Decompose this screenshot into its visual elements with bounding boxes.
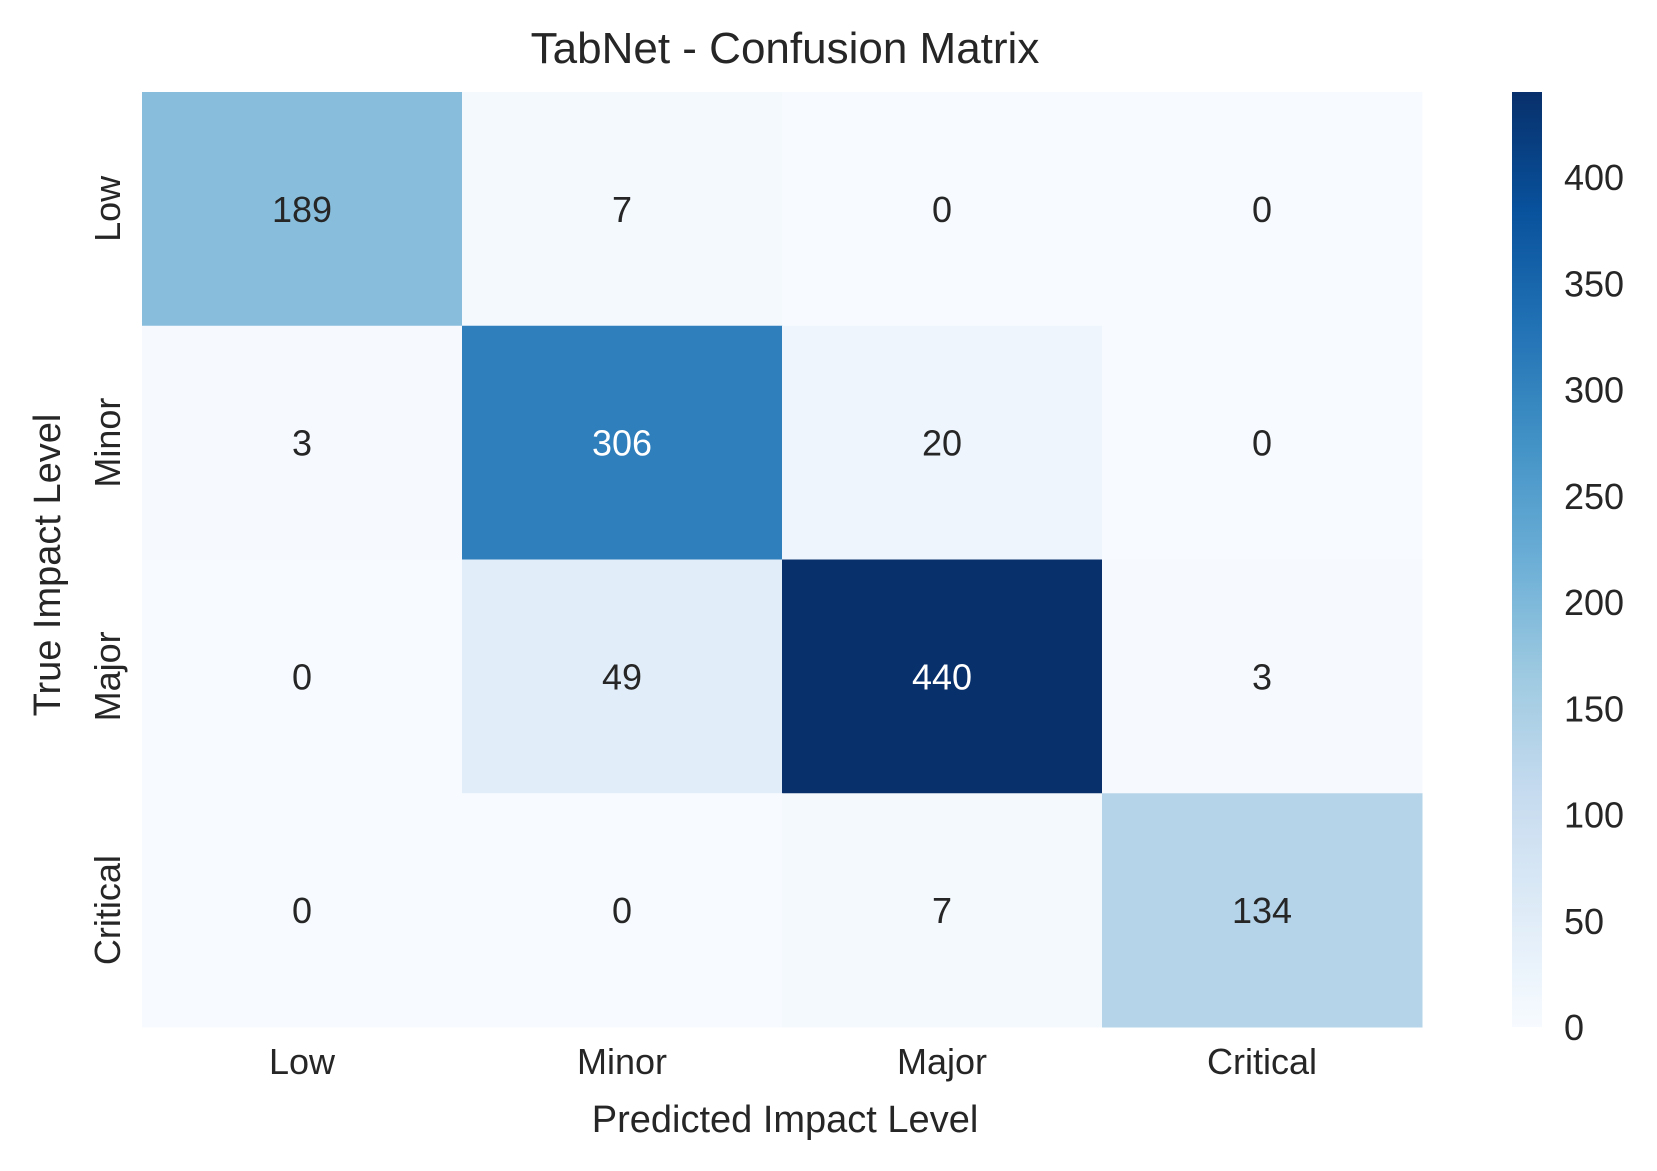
cell-value-label: 0 xyxy=(292,890,312,931)
cell-value-label: 0 xyxy=(612,890,632,931)
y-tick-labels: Low Minor Major Critical xyxy=(87,175,128,965)
colorbar xyxy=(1512,92,1542,1027)
heatmap-cell xyxy=(1102,559,1423,794)
cell-value-label: 3 xyxy=(292,423,312,464)
colorbar-tick-label: 150 xyxy=(1564,688,1624,729)
cell-value-label: 0 xyxy=(292,656,312,697)
y-tick-label: Low xyxy=(87,175,128,242)
heatmap-cell xyxy=(142,793,463,1028)
x-tick-label: Major xyxy=(897,1041,987,1082)
cell-value-label: 0 xyxy=(1252,189,1272,230)
colorbar-tick-label: 100 xyxy=(1564,795,1624,836)
colorbar-tick-label: 0 xyxy=(1564,1007,1584,1048)
y-tick-label: Major xyxy=(87,631,128,721)
colorbar-tick-label: 300 xyxy=(1564,370,1624,411)
cell-value-label: 0 xyxy=(932,189,952,230)
heatmap-cell xyxy=(782,559,1103,794)
cell-value-label: 7 xyxy=(612,189,632,230)
heatmap-cell xyxy=(1102,793,1423,1028)
y-tick-label: Critical xyxy=(87,855,128,965)
x-axis-label: Predicted Impact Level xyxy=(592,1099,979,1141)
cell-value-label: 134 xyxy=(1232,890,1292,931)
colorbar-tick-label: 350 xyxy=(1564,263,1624,304)
chart-title: TabNet - Confusion Matrix xyxy=(531,24,1040,73)
heatmap-cell xyxy=(462,793,783,1028)
colorbar-tick-label: 50 xyxy=(1564,901,1604,942)
heatmap-cell xyxy=(142,92,463,327)
cell-value-label: 0 xyxy=(1252,423,1272,464)
cell-value-label: 49 xyxy=(602,656,642,697)
heatmap-cell xyxy=(782,793,1103,1028)
cell-value-label: 20 xyxy=(922,423,962,464)
heatmap-cell xyxy=(782,92,1103,327)
heatmap-cell xyxy=(462,559,783,794)
cell-value-label: 306 xyxy=(592,423,652,464)
heatmap-cells xyxy=(142,92,1423,1028)
heatmap-cell xyxy=(462,92,783,327)
heatmap-cell xyxy=(142,559,463,794)
y-axis-label: True Impact Level xyxy=(27,414,69,717)
colorbar-tick-label: 200 xyxy=(1564,582,1624,623)
x-tick-labels: Low Minor Major Critical xyxy=(269,1041,1317,1082)
cell-value-label: 3 xyxy=(1252,656,1272,697)
heatmap-cell xyxy=(462,325,783,560)
heatmap-cell xyxy=(142,325,463,560)
cell-value-label: 189 xyxy=(272,189,332,230)
cell-value-label: 7 xyxy=(932,890,952,931)
colorbar-tick-label: 250 xyxy=(1564,476,1624,517)
heatmap-cell xyxy=(1102,92,1423,327)
heatmap-cell xyxy=(1102,325,1423,560)
heatmap-cell xyxy=(782,325,1103,560)
colorbar-tick-labels: 0 50 100 150 200 250 300 350 400 xyxy=(1564,157,1624,1048)
x-tick-label: Minor xyxy=(577,1041,667,1082)
x-tick-label: Critical xyxy=(1207,1041,1317,1082)
colorbar-tick-label: 400 xyxy=(1564,157,1624,198)
cell-annotations: 189 7 0 0 3 306 20 0 0 49 440 3 0 0 7 134 xyxy=(272,189,1292,931)
x-tick-label: Low xyxy=(269,1041,336,1082)
cell-value-label: 440 xyxy=(912,656,972,697)
y-tick-label: Minor xyxy=(87,398,128,488)
